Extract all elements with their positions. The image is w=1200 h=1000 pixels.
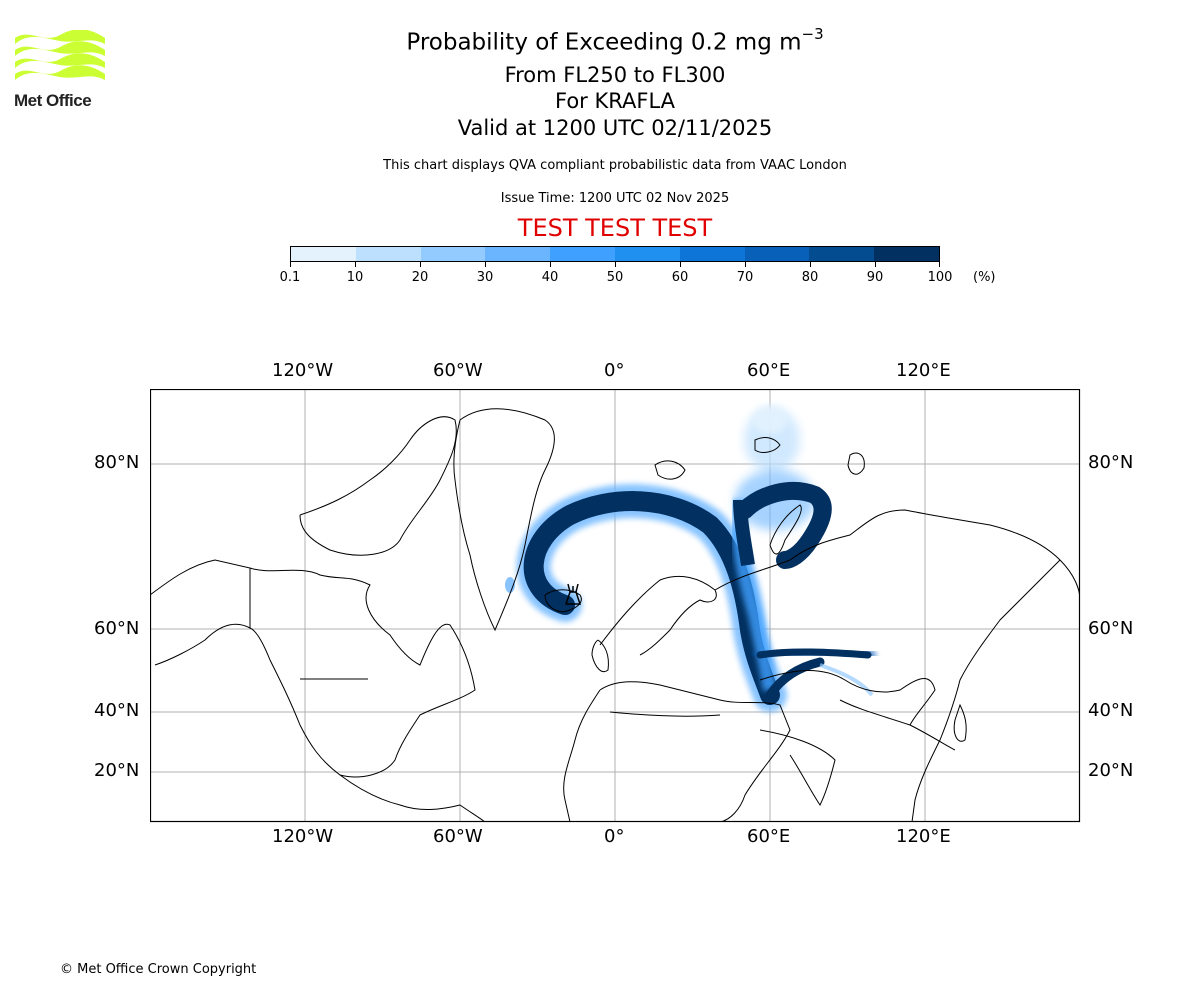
colorbar-label: 40: [541, 270, 559, 285]
colorbar-label: 60: [671, 270, 689, 285]
colorbar-bin: [550, 247, 615, 261]
lon-label-top: 60°E: [747, 360, 791, 381]
colorbar-bin: [485, 247, 551, 261]
colorbar-label: 90: [866, 270, 884, 285]
colorbar-tick: [680, 262, 681, 267]
colorbar-label: 10: [346, 270, 364, 285]
map-panel: [150, 389, 1081, 823]
lat-label-right: 40°N: [1088, 700, 1134, 721]
colorbar-unit: (%): [973, 270, 996, 285]
colorbar-bin: [874, 247, 939, 261]
colorbar-bin: [744, 247, 810, 261]
colorbar-bin: [291, 247, 356, 261]
lon-label-bottom: 60°E: [747, 826, 791, 847]
colorbar-tick: [810, 262, 811, 267]
colorbar-bin: [809, 247, 875, 261]
coastlines: [150, 408, 1080, 822]
colorbar-label: 100: [927, 270, 953, 285]
lon-label-bottom: 120°E: [896, 826, 951, 847]
colorbar-label: 80: [801, 270, 819, 285]
colorbar-tick: [485, 262, 486, 267]
colorbar-label: 20: [411, 270, 429, 285]
map-frame: [150, 389, 1081, 823]
test-banner: TEST TEST TEST: [517, 214, 713, 242]
lat-label-left: 40°N: [94, 700, 140, 721]
lon-label-bottom: 60°W: [433, 826, 483, 847]
lat-label-left: 60°N: [94, 618, 140, 639]
colorbar-tick: [550, 262, 551, 267]
logo-text: Met Office: [14, 91, 92, 110]
valid-time: Valid at 1200 UTC 02/11/2025: [457, 116, 773, 140]
colorbar-label: 50: [606, 270, 624, 285]
volcano-name: For KRAFLA: [555, 89, 675, 113]
colorbar: [290, 246, 940, 262]
wave-logo-icon: [15, 29, 105, 80]
lat-label-left: 20°N: [94, 760, 140, 781]
colorbar-tick: [355, 262, 356, 267]
colorbar-tick: [939, 262, 940, 267]
chart-title: Probability of Exceeding 0.2 mg m−3: [0, 25, 1200, 56]
colorbar-label: 30: [476, 270, 494, 285]
colorbar-bin: [420, 247, 486, 261]
colorbar-bin: [679, 247, 745, 261]
lat-label-right: 80°N: [1088, 452, 1134, 473]
source-note: This chart displays QVA compliant probab…: [383, 158, 847, 173]
title-text: Probability of Exceeding 0.2 mg m: [406, 29, 802, 56]
colorbar-tick: [290, 262, 291, 267]
lat-label-left: 80°N: [94, 452, 140, 473]
colorbar-tick: [615, 262, 616, 267]
lon-label-top: 120°W: [272, 360, 334, 381]
issue-time: Issue Time: 1200 UTC 02 Nov 2025: [500, 191, 730, 206]
colorbar-label: 70: [736, 270, 754, 285]
colorbar-bin: [355, 247, 421, 261]
colorbar-tick: [420, 262, 421, 267]
title-superscript: −3: [801, 25, 824, 43]
met-office-logo: Met Office: [14, 29, 106, 114]
lon-label-top: 60°W: [433, 360, 483, 381]
copyright-notice: © Met Office Crown Copyright: [60, 962, 257, 977]
colorbar-tick: [745, 262, 746, 267]
flight-levels: From FL250 to FL300: [504, 63, 726, 87]
lat-label-right: 60°N: [1088, 618, 1134, 639]
lon-label-bottom: 0°: [604, 826, 625, 847]
colorbar-label: 0.1: [279, 270, 301, 285]
volcano-icon: [564, 583, 582, 605]
lat-label-right: 20°N: [1088, 760, 1134, 781]
colorbar-bin: [614, 247, 680, 261]
lon-label-top: 120°E: [896, 360, 951, 381]
colorbar-tick: [875, 262, 876, 267]
lon-label-top: 0°: [604, 360, 625, 381]
lon-label-bottom: 120°W: [272, 826, 334, 847]
ash-probability-field: [505, 406, 876, 712]
